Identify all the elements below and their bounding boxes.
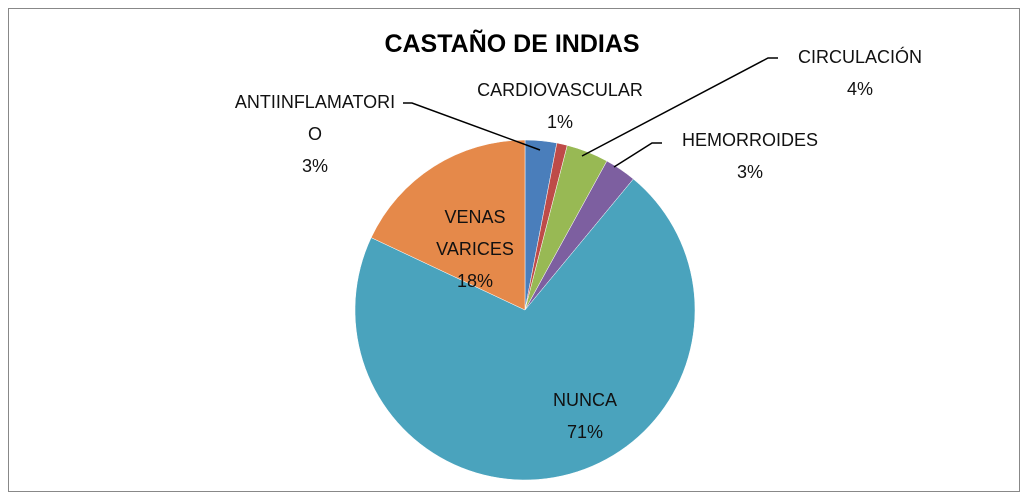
data-label: NUNCA 71% [505,384,665,448]
category-label: VENAS VARICES [436,207,514,259]
value-label: 4% [846,79,873,99]
category-label: NUNCA [552,390,617,410]
leader-lines [403,57,778,168]
value-label: 71% [566,422,604,442]
value-label: 3% [736,162,763,182]
leader-line [403,102,541,151]
pie-slice [370,139,526,311]
data-label: ANTIINFLAMATORIO 3% [230,86,400,182]
data-label: CIRCULACIÓN 4% [750,41,970,105]
data-label: HEMORROIDES 3% [640,124,860,188]
value-label: 3% [301,156,328,176]
value-label: 1% [546,112,573,132]
data-label: CARDIOVASCULAR 1% [474,74,646,138]
category-label: HEMORROIDES [681,130,818,150]
leader-line [581,57,778,157]
chart-title: CASTAÑO DE INDIAS [384,30,640,58]
pie-slice [354,178,696,481]
value-label: 18% [456,271,494,291]
category-label: CIRCULACIÓN [797,47,922,67]
leader-line [613,142,662,168]
pie [354,139,696,481]
category-label: ANTIINFLAMATORIO [234,92,396,144]
category-label: CARDIOVASCULAR [477,80,643,100]
data-label: VENAS VARICES 18% [425,201,525,297]
